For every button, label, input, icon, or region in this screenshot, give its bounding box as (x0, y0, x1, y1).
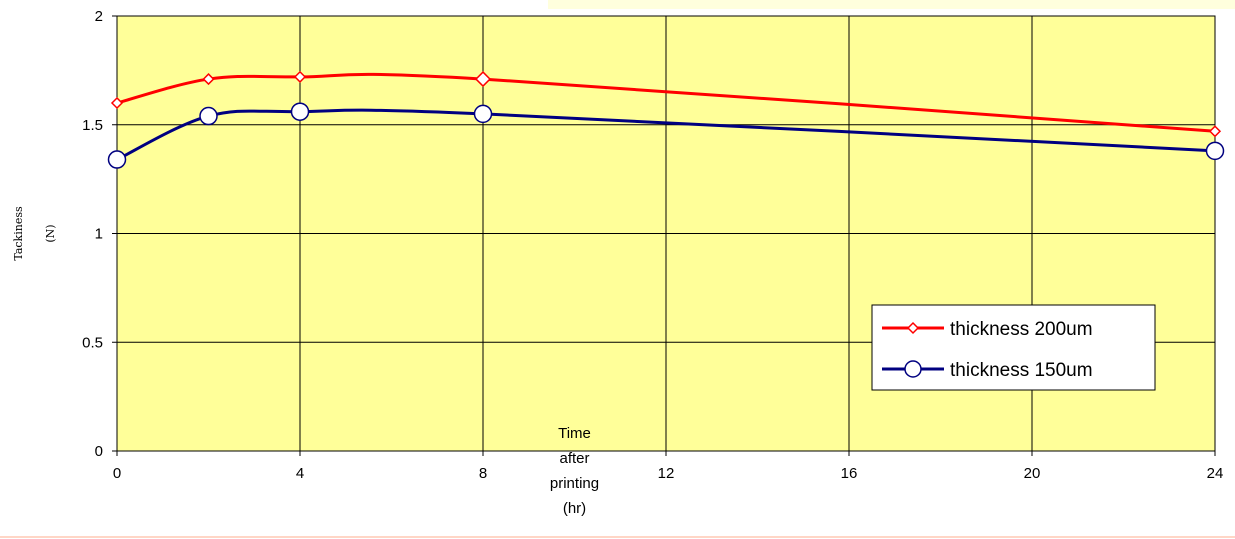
x-axis-label-line: printing (550, 475, 599, 492)
data-point (199, 106, 218, 126)
x-tick-label: 24 (1207, 465, 1224, 482)
legend-label: thickness 150um (950, 360, 1093, 381)
legend-swatch-marker (906, 321, 920, 335)
series-thickness-200um (110, 70, 1222, 138)
data-point (290, 102, 310, 121)
axis-ticks (112, 15, 1216, 456)
series-layer (107, 70, 1225, 169)
x-axis-label-line: (hr) (563, 500, 586, 517)
legend-swatch-marker (904, 360, 922, 378)
axis-labels: 0 4 8 12 16 20 24 0 0.5 1 1.5 2 Time after printing (hr… (12, 8, 1223, 517)
x-tick-label: 4 (296, 465, 304, 482)
x-tick-label: 8 (479, 465, 487, 482)
y-tick-label: 2 (95, 8, 103, 25)
y-tick-label: 0.5 (82, 334, 103, 351)
data-point (473, 104, 493, 124)
y-axis-label-line: Tackiness (12, 206, 25, 261)
x-tick-label: 0 (113, 465, 121, 482)
legend-item: thickness 150um (882, 360, 1093, 381)
legend-label: thickness 200um (950, 319, 1093, 340)
data-point (202, 73, 215, 86)
x-axis-label-line: after (559, 450, 589, 467)
legend-box (871, 304, 1156, 391)
data-point (107, 150, 127, 169)
data-point (293, 70, 307, 83)
top-band (548, 0, 1235, 9)
data-point (110, 96, 124, 110)
y-axis-label-line: (N) (44, 224, 57, 242)
x-axis-label-line: Time (558, 425, 591, 442)
series-thickness-150um (107, 102, 1225, 169)
legend-item: thickness 200um (882, 319, 1093, 340)
x-tick-label: 12 (658, 465, 675, 482)
y-tick-label: 0 (95, 443, 103, 460)
data-point (1208, 125, 1222, 138)
y-tick-label: 1 (95, 226, 103, 243)
data-point (474, 71, 492, 88)
x-tick-label: 20 (1024, 465, 1041, 482)
y-tick-label: 1.5 (82, 117, 103, 134)
x-tick-label: 16 (841, 465, 858, 482)
legend: thickness 200um thickness 150um (871, 304, 1156, 391)
data-point (1205, 141, 1225, 161)
